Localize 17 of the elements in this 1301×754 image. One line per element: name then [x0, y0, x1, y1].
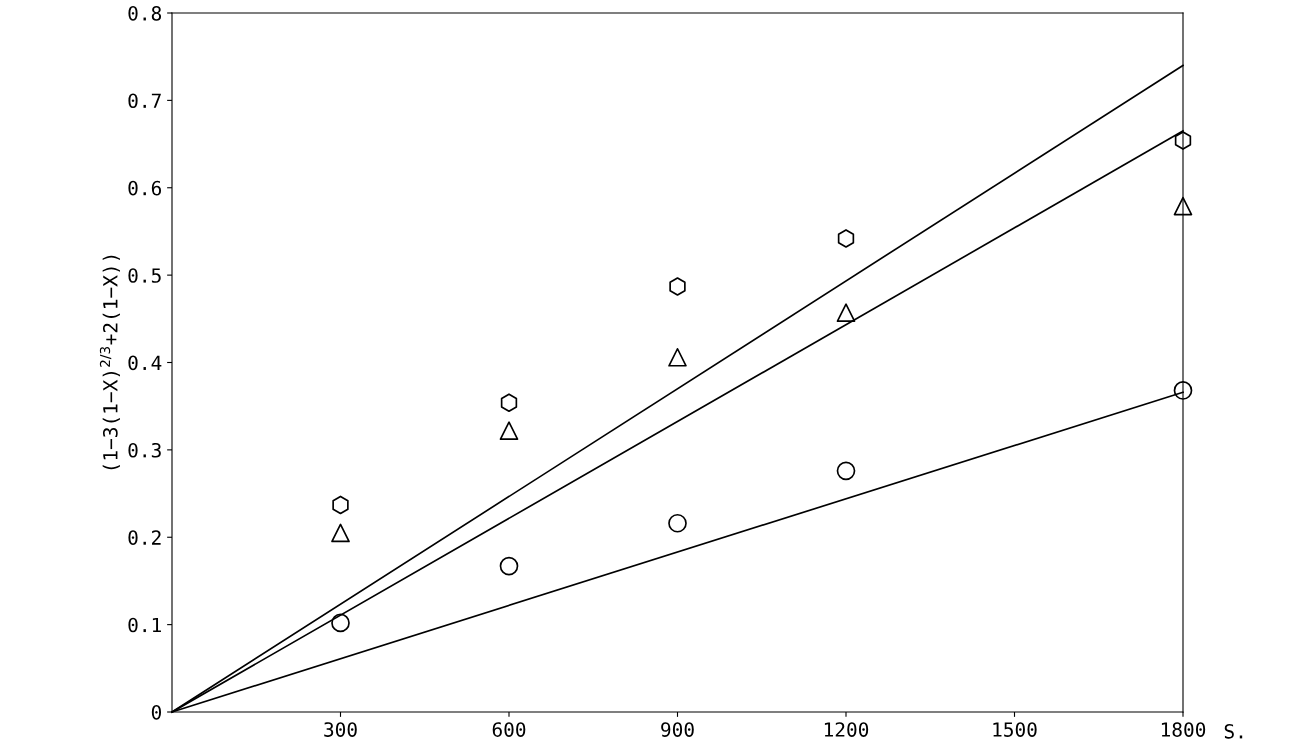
y-axis-title: (1−3(1−X)$^{2/3}$+2(1−X)) — [99, 255, 120, 470]
x-axis-title: S. — [1224, 723, 1243, 739]
y-tick-label: 0.4 — [128, 355, 162, 371]
x-tick-label: 900 — [661, 722, 694, 737]
y-tick-label: 0.7 — [128, 93, 161, 109]
x-tick-label: 1500 — [993, 722, 1037, 737]
y-tick-label: 0.6 — [128, 180, 162, 196]
y-tick-label: 0.2 — [128, 530, 161, 545]
x-tick-label: 600 — [492, 722, 526, 737]
y-tick-label: 0.3 — [128, 442, 161, 458]
x-tick-label: 1200 — [824, 722, 869, 737]
y-tick-label: 0 — [151, 705, 162, 720]
x-tick-label: 1800 — [1161, 722, 1206, 737]
y-tick-label: 0.8 — [128, 6, 162, 21]
x-tick-label: 300 — [324, 722, 357, 737]
y-tick-label: 0.1 — [128, 617, 161, 633]
y-tick-label: 0.5 — [128, 268, 161, 283]
